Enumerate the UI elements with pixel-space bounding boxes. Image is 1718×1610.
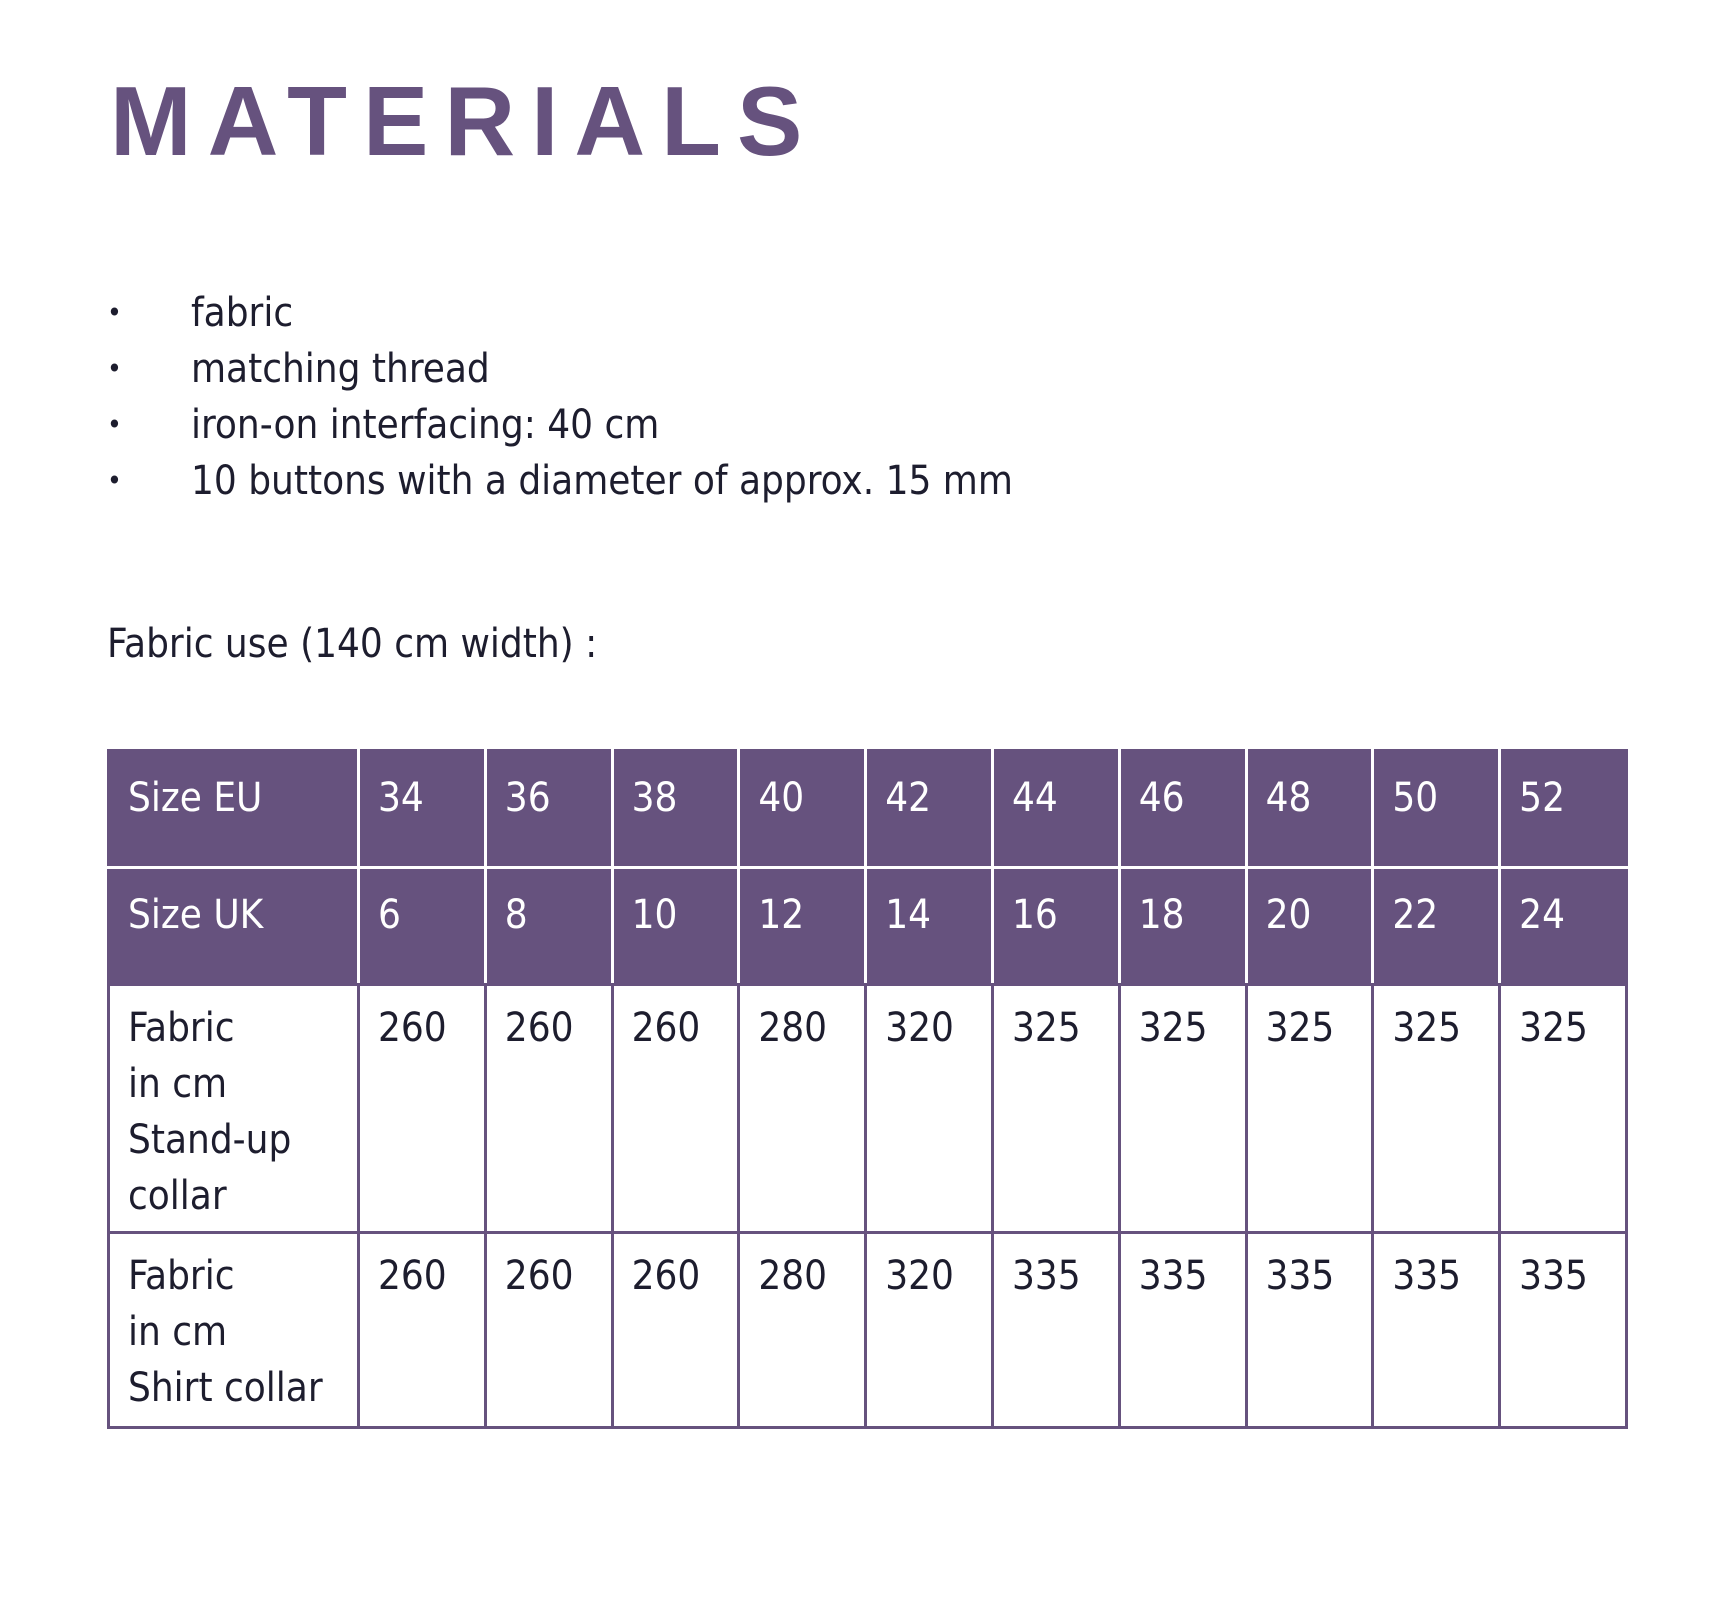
- list-item: • fabric: [0, 285, 1013, 341]
- table-cell: 335: [1371, 1231, 1502, 1429]
- row-label-line: Shirt collar: [128, 1365, 323, 1411]
- table-cell: 260: [357, 983, 487, 1234]
- table-cell: 320: [864, 983, 994, 1234]
- table-cell: 260: [610, 1231, 741, 1429]
- table-cell: 335: [990, 1231, 1121, 1429]
- table-cell: 50: [1371, 749, 1502, 869]
- row-label: Size UK: [107, 866, 360, 986]
- table-cell: 6: [357, 866, 487, 986]
- table-cell: 335: [1244, 1231, 1375, 1429]
- table-cell: 8: [483, 866, 614, 986]
- table-cell: 325: [1498, 983, 1628, 1234]
- table-cell: 280: [737, 983, 868, 1234]
- table-cell: 320: [864, 1231, 994, 1429]
- row-size-uk: Size UK 6 8 10 12 14 16 18 20 22 24: [107, 866, 1628, 986]
- table-cell: 335: [1498, 1231, 1628, 1429]
- fabric-use-label: Fabric use (140 cm width) :: [107, 621, 598, 667]
- table-cell: 52: [1498, 749, 1628, 869]
- table-cell: 325: [1117, 983, 1248, 1234]
- row-fabric-stand-up-collar: Fabric in cm Stand-up collar 260 260 260 280 320…: [107, 983, 1628, 1234]
- materials-list: • fabric • matching thread • iron-on interf…: [0, 285, 1013, 509]
- table-cell: 325: [990, 983, 1121, 1234]
- table-cell: 48: [1244, 749, 1375, 869]
- row-label: Fabric in cm Stand-up collar: [107, 983, 360, 1234]
- table-cell: 36: [483, 749, 614, 869]
- list-item: • 10 buttons with a diameter of approx. 1…: [0, 453, 1013, 509]
- item-text: matching thread: [191, 346, 490, 392]
- row-label: Size EU: [107, 749, 360, 869]
- table-cell: 14: [864, 866, 994, 986]
- row-size-eu: Size EU 34 36 38 40 42 44 46 48 50 52: [107, 749, 1628, 869]
- row-label-line: in cm: [128, 1309, 228, 1355]
- bullet: •: [107, 464, 122, 497]
- table-cell: 16: [990, 866, 1121, 986]
- table-cell: 44: [990, 749, 1121, 869]
- list-item: • matching thread: [0, 341, 1013, 397]
- table-cell: 12: [737, 866, 868, 986]
- table-cell: 46: [1117, 749, 1248, 869]
- row-label-line: Fabric: [128, 1253, 235, 1299]
- table-cell: 22: [1371, 866, 1502, 986]
- row-label-line: Stand-up: [128, 1117, 292, 1163]
- row-label-line: Fabric: [128, 1005, 235, 1051]
- table-cell: 260: [357, 1231, 487, 1429]
- bullet: •: [107, 352, 122, 385]
- table-cell: 260: [483, 1231, 614, 1429]
- item-text: fabric: [191, 290, 294, 336]
- table-cell: 34: [357, 749, 487, 869]
- bullet: •: [107, 296, 122, 329]
- row-label-line: in cm: [128, 1061, 228, 1107]
- table-cell: 325: [1371, 983, 1502, 1234]
- table-cell: 38: [610, 749, 741, 869]
- table-cell: 24: [1498, 866, 1628, 986]
- table-cell: 20: [1244, 866, 1375, 986]
- list-item: • iron-on interfacing: 40 cm: [0, 397, 1013, 453]
- table-cell: 325: [1244, 983, 1375, 1234]
- table-cell: 260: [483, 983, 614, 1234]
- row-fabric-shirt-collar: Fabric in cm Shirt collar 260 260 260 280 320 33…: [107, 1231, 1628, 1429]
- table-cell: 40: [737, 749, 868, 869]
- fabric-use-table: Size EU 34 36 38 40 42 44 46 48 50 52 Size UK 6 8 10 12…: [107, 749, 1628, 1429]
- row-label-line: collar: [128, 1173, 227, 1219]
- table-cell: 10: [610, 866, 741, 986]
- table-cell: 335: [1117, 1231, 1248, 1429]
- table-cell: 260: [610, 983, 741, 1234]
- bullet: •: [107, 408, 122, 441]
- table-cell: 42: [864, 749, 994, 869]
- page-title: MATERIALS: [110, 66, 819, 176]
- item-text: iron-on interfacing: 40 cm: [191, 402, 660, 448]
- table-cell: 18: [1117, 866, 1248, 986]
- row-label: Fabric in cm Shirt collar: [107, 1231, 360, 1429]
- item-text: 10 buttons with a diameter of approx. 15…: [191, 458, 1013, 504]
- table-cell: 280: [737, 1231, 868, 1429]
